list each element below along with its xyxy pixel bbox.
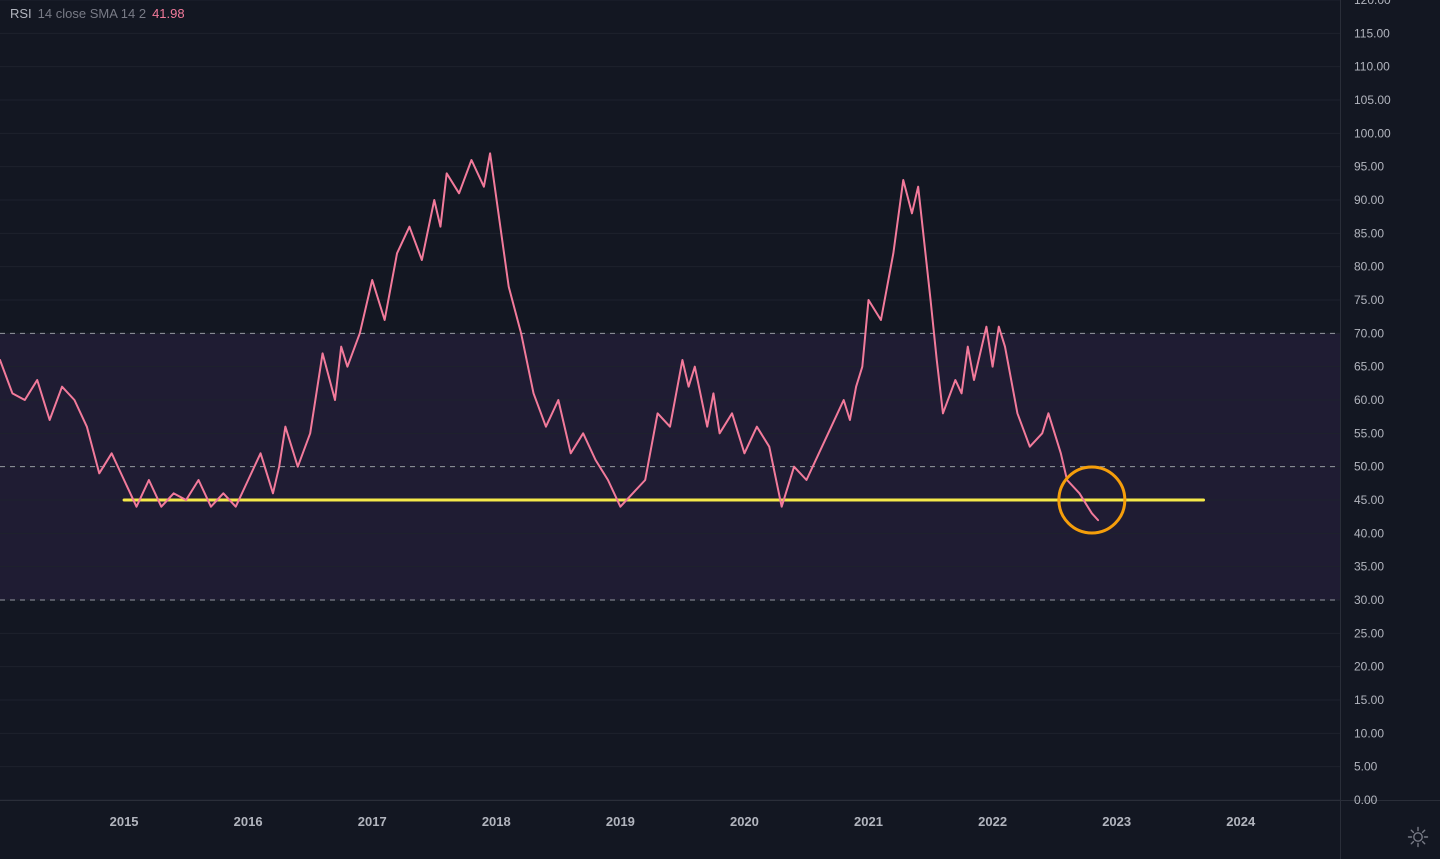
y-axis-label: 80.00 [1354, 260, 1384, 274]
x-axis-label: 2016 [234, 814, 263, 829]
x-axis-label: 2015 [110, 814, 139, 829]
indicator-params: 14 close SMA 14 2 [38, 6, 146, 21]
y-axis-label: 105.00 [1354, 93, 1391, 107]
y-axis-label: 45.00 [1354, 493, 1384, 507]
y-axis-label: 85.00 [1354, 226, 1384, 240]
y-axis-label: 95.00 [1354, 160, 1384, 174]
y-axis-label: 55.00 [1354, 426, 1384, 440]
x-axis-label: 2021 [854, 814, 883, 829]
x-axis-label: 2023 [1102, 814, 1131, 829]
x-axis-label: 2022 [978, 814, 1007, 829]
y-axis-label: 50.00 [1354, 460, 1384, 474]
y-axis-label: 30.00 [1354, 593, 1384, 607]
x-axis-label: 2024 [1226, 814, 1256, 829]
x-axis-label: 2019 [606, 814, 635, 829]
indicator-value: 41.98 [152, 6, 185, 21]
x-axis-label: 2017 [358, 814, 387, 829]
y-axis-label: 40.00 [1354, 526, 1384, 540]
y-axis-label: 110.00 [1354, 60, 1390, 74]
y-axis-label: 5.00 [1354, 760, 1378, 774]
y-axis-label: 20.00 [1354, 660, 1384, 674]
y-axis-label: 70.00 [1354, 326, 1384, 340]
indicator-legend: RSI 14 close SMA 14 2 41.98 [10, 6, 185, 21]
x-axis-label: 2020 [730, 814, 759, 829]
y-axis-label: 65.00 [1354, 360, 1384, 374]
x-axis-label: 2018 [482, 814, 511, 829]
y-axis-label: 120.00 [1354, 0, 1391, 7]
rsi-chart[interactable]: 0.00 5.00 10.00 15.00 20.00 25.00 30.00 35.00 40… [0, 0, 1440, 859]
y-axis-label: 115.00 [1354, 26, 1390, 40]
y-axis-label: 10.00 [1354, 726, 1384, 740]
y-axis-label: 60.00 [1354, 393, 1384, 407]
y-axis-label: 0.00 [1354, 793, 1378, 807]
y-axis-label: 35.00 [1354, 560, 1384, 574]
indicator-name: RSI [10, 6, 32, 21]
y-axis-label: 75.00 [1354, 293, 1384, 307]
y-axis-label: 15.00 [1354, 693, 1384, 707]
y-axis-label: 25.00 [1354, 626, 1384, 640]
y-axis-label: 100.00 [1354, 126, 1391, 140]
y-axis-label: 90.00 [1354, 193, 1384, 207]
